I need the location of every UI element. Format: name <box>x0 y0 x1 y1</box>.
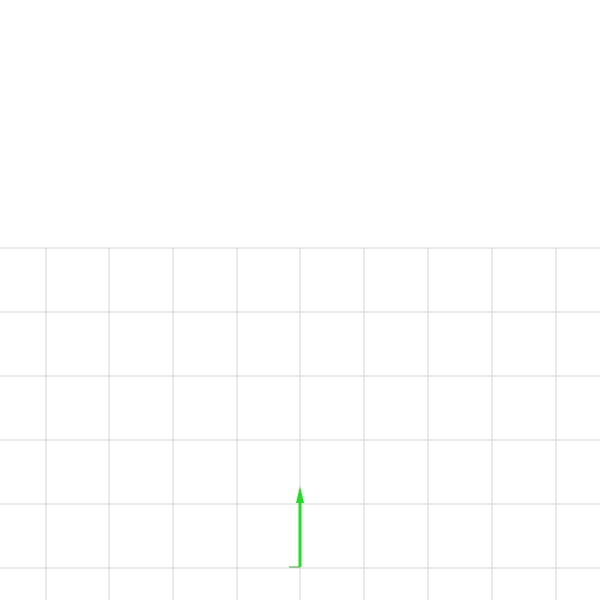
up-arrow-icon <box>296 486 304 503</box>
axis-indicator <box>289 486 304 568</box>
